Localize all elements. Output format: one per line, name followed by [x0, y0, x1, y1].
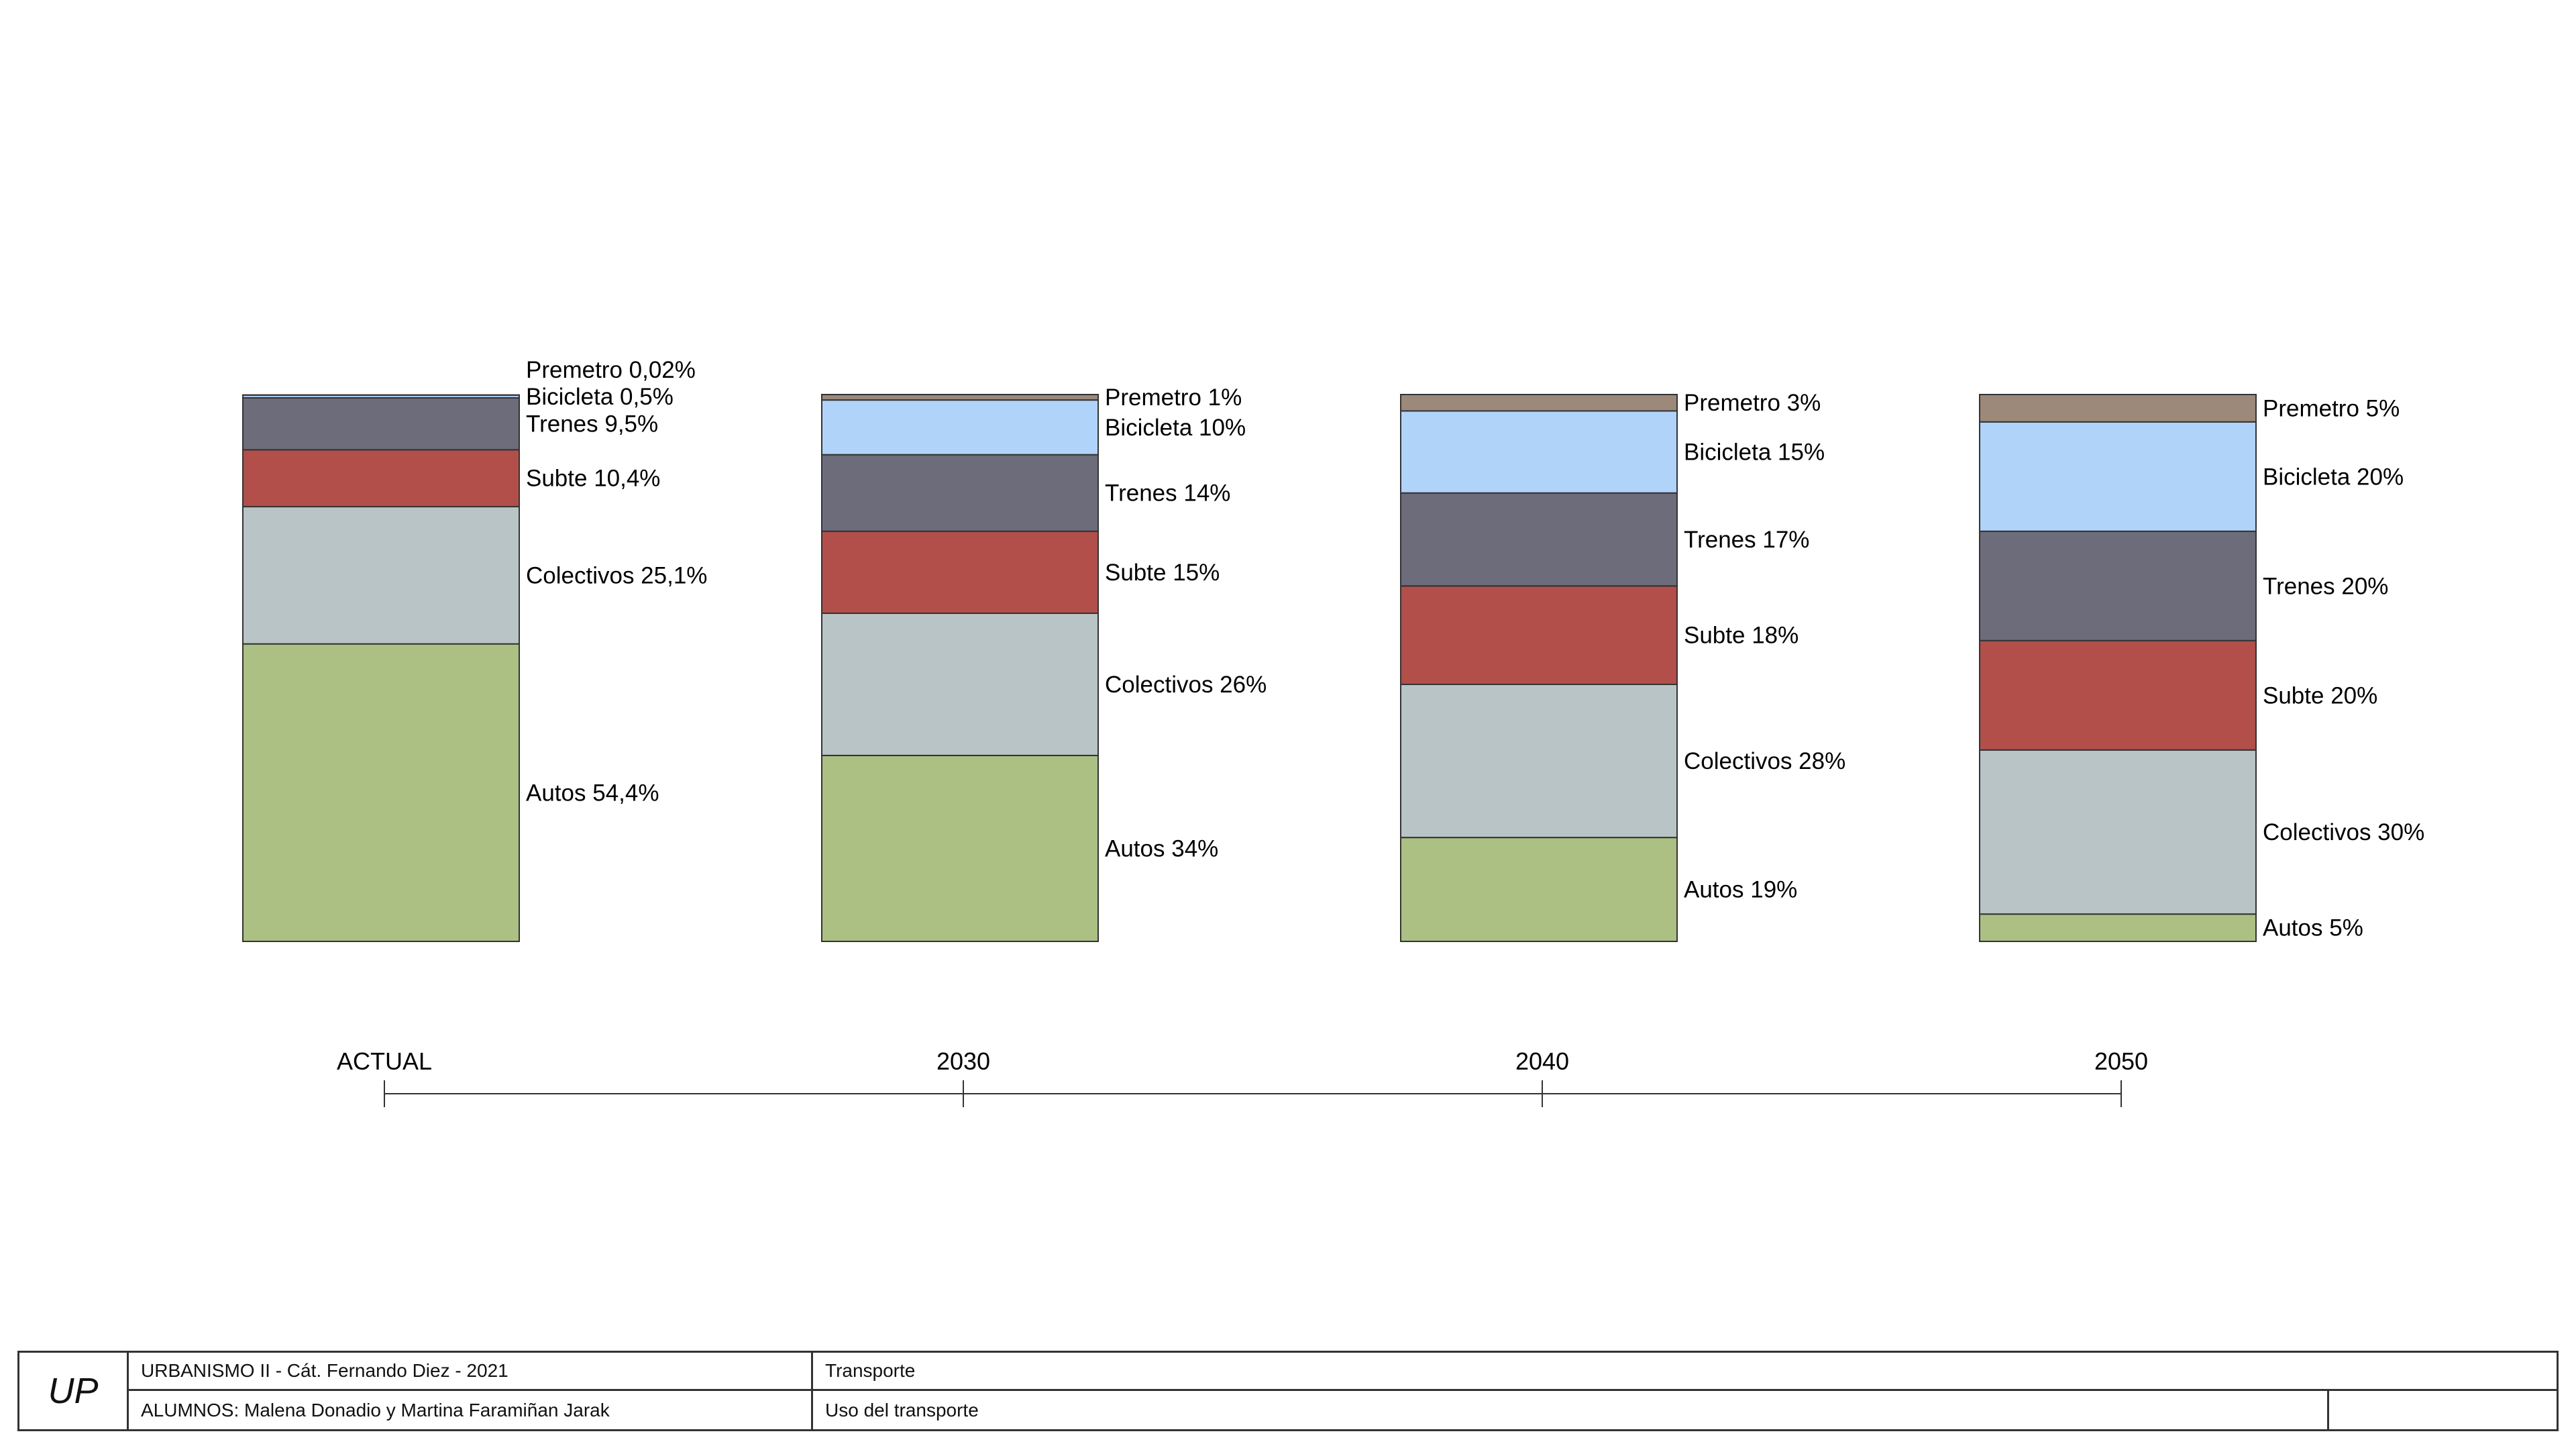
period-label-2030: 2030 [936, 1047, 990, 1075]
bar-segment-trenes-actual [242, 397, 520, 451]
bar-segment-colectivos-2040 [1400, 683, 1678, 839]
bar-segment-autos-2040 [1400, 837, 1678, 943]
segment-label-autos-2030: Autos 34% [1105, 835, 1218, 862]
segment-label-subte-2040: Subte 18% [1684, 623, 1799, 649]
segment-label-autos-actual: Autos 54,4% [526, 780, 659, 806]
segment-label-trenes-2040: Trenes 17% [1684, 527, 1809, 553]
university-logo: UP [19, 1353, 129, 1429]
bar-segment-premetro-2030 [821, 394, 1099, 401]
segment-label-colectivos-2050: Colectivos 30% [2263, 819, 2424, 845]
segment-label-autos-2050: Autos 5% [2263, 915, 2363, 941]
sheet-topic: Transporte [813, 1353, 2557, 1391]
segment-label-bicicleta-2050: Bicicleta 20% [2263, 464, 2404, 490]
segment-label-colectivos-actual: Colectivos 25,1% [526, 562, 707, 588]
segment-label-bicicleta-2040: Bicicleta 15% [1684, 439, 1825, 466]
bar-segment-autos-2030 [821, 754, 1099, 943]
segment-label-trenes-2050: Trenes 20% [2263, 573, 2388, 599]
segment-label-autos-2040: Autos 19% [1684, 877, 1797, 903]
period-label-actual: ACTUAL [337, 1047, 432, 1075]
bar-segment-colectivos-2030 [821, 613, 1099, 756]
bar-segment-premetro-2050 [1979, 394, 2257, 423]
segment-labels-layer: Autos 54,4% Colectivos 25,1% Subte 10,4% Tr… [526, 357, 2424, 941]
segment-label-bicicleta-2030: Bicicleta 10% [1105, 415, 1246, 441]
bar-segment-bicicleta-2030 [821, 399, 1099, 456]
bar-segment-trenes-2040 [1400, 492, 1678, 587]
sheet-subtitle: Uso del transporte [813, 1391, 2329, 1429]
timeline-axis: ACTUAL 2030 2040 2050 [337, 1047, 2148, 1107]
bar-segment-autos-2050 [1979, 913, 2257, 942]
segment-label-colectivos-2030: Colectivos 26% [1105, 672, 1267, 698]
bar-segment-premetro-2040 [1400, 394, 1678, 412]
course-info: URBANISMO II - Cát. Fernando Diez - 2021 [129, 1353, 813, 1391]
bar-segment-subte-actual [242, 449, 520, 508]
segment-label-subte-actual: Subte 10,4% [526, 466, 660, 492]
bar-segment-trenes-2050 [1979, 530, 2257, 641]
bar-segment-autos-actual [242, 643, 520, 942]
students-info: ALUMNOS: Malena Donadio y Martina Farami… [129, 1391, 813, 1429]
title-block: UP URBANISMO II - Cát. Fernando Diez - 2… [17, 1351, 2559, 1431]
segment-label-colectivos-2040: Colectivos 28% [1684, 748, 1845, 774]
segment-label-premetro-2040: Premetro 3% [1684, 390, 1821, 416]
segment-label-subte-2050: Subte 20% [2263, 682, 2377, 709]
bar-segment-trenes-2030 [821, 454, 1099, 532]
bar-segment-subte-2040 [1400, 585, 1678, 685]
bar-segment-colectivos-actual [242, 506, 520, 645]
segment-label-trenes-actual: Trenes 9,5% [526, 411, 658, 437]
segment-label-premetro-actual: Premetro 0,02% [526, 357, 696, 383]
stacked-bar-chart: Autos 54,4% Colectivos 25,1% Subte 10,4% Tr… [242, 357, 2424, 1107]
segment-label-premetro-2030: Premetro 1% [1105, 384, 1242, 411]
bar-segment-bicicleta-2040 [1400, 410, 1678, 494]
sheet-number-cell [2329, 1391, 2557, 1429]
bar-segment-bicicleta-2050 [1979, 421, 2257, 532]
segment-label-subte-2030: Subte 15% [1105, 560, 1220, 586]
bar-segment-colectivos-2050 [1979, 749, 2257, 915]
segment-label-premetro-2050: Premetro 5% [2263, 395, 2400, 421]
bar-segment-subte-2030 [821, 530, 1099, 614]
segment-label-trenes-2030: Trenes 14% [1105, 480, 1230, 507]
period-label-2040: 2040 [1515, 1047, 1569, 1075]
segment-label-bicicleta-actual: Bicicleta 0,5% [526, 384, 674, 410]
bar-segment-subte-2050 [1979, 639, 2257, 751]
bars-layer [242, 394, 2257, 943]
period-label-2050: 2050 [2094, 1047, 2148, 1075]
